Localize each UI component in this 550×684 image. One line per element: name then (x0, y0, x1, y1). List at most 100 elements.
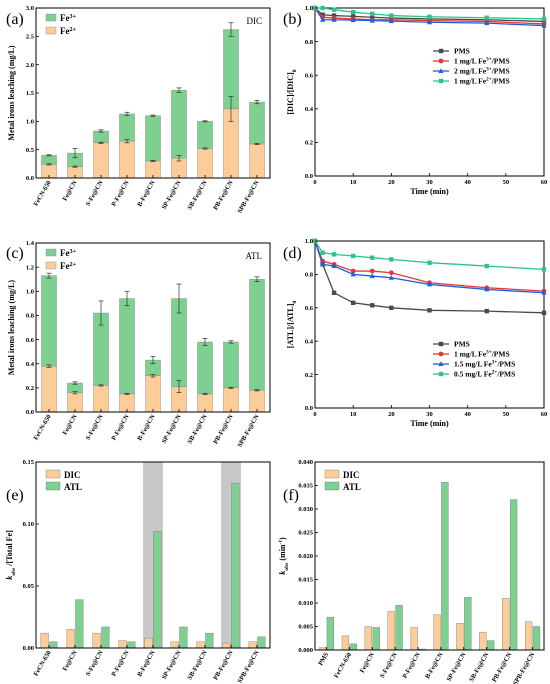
data-point (369, 273, 375, 279)
bar-dic (40, 632, 49, 649)
x-tick-label: 10 (350, 411, 357, 418)
bar-dic (341, 635, 350, 651)
panel-label: (a) (6, 11, 24, 28)
bar-fe3 (197, 121, 213, 149)
data-point (541, 289, 547, 295)
x-axis-label: Time (min) (410, 419, 449, 428)
data-point (541, 22, 547, 28)
data-point (541, 267, 547, 272)
data-point (331, 290, 337, 295)
x-tick-label: 0 (313, 411, 316, 418)
bar-fe3 (145, 115, 161, 162)
x-tick-label: B-Fe@CN (136, 413, 157, 442)
x-axis-label: Time (min) (410, 187, 449, 196)
panel-annotation: DIC (247, 16, 263, 26)
bar-fe3 (249, 279, 265, 391)
y-tick-label: 0.020 (298, 553, 313, 560)
series-line-3 (314, 240, 545, 271)
x-tick-label: S-Fe@CN (85, 179, 105, 207)
legend-label: 0.5 mg/L Fe2+/PMS (454, 370, 515, 379)
legend-label: PMS (454, 47, 470, 56)
bar-fe3 (249, 101, 265, 145)
bar-dic (92, 632, 101, 649)
data-point (331, 263, 337, 269)
plot-frame-e (35, 461, 271, 649)
x-tick-label: PB-Fe@CN (212, 413, 235, 445)
bar-dic (248, 641, 257, 649)
bar-dic (502, 598, 510, 651)
legend-marker (438, 351, 444, 357)
y-tick-label: 1.0 (26, 119, 34, 126)
bar-dic (170, 641, 179, 649)
bar-fe3 (197, 341, 213, 395)
y-tick-label: 0.2 (305, 140, 313, 147)
x-tick-label: P-Fe@CN (110, 179, 130, 207)
x-tick-label: Fe@CN (62, 179, 79, 202)
x-tick-label: Fe@CN (62, 413, 79, 436)
legend-label: 1 mg/L Fe3+/PMS (454, 57, 510, 66)
x-tick-label: PMS (317, 651, 330, 667)
legend-label-atl: ATL (64, 482, 82, 492)
data-point (320, 5, 325, 11)
legend-marker (438, 371, 444, 377)
bar-dic (144, 637, 153, 649)
bar-fe3 (93, 130, 109, 144)
bar-fe2 (223, 387, 239, 413)
bar-fe3 (119, 298, 135, 395)
data-point (389, 305, 394, 310)
panel-d: 0 10 20 30 40 50 60 0.0 0.2 0.4 0.6 0.8 1.0 Time (min… (283, 238, 547, 428)
data-point (331, 7, 337, 12)
x-tick-label: FeCN-650 (33, 180, 53, 208)
series-line-0 (314, 240, 545, 314)
plot-frame-b (314, 7, 545, 177)
x-tick-label: PB-Fe@CN (491, 651, 514, 683)
data-point (370, 11, 375, 17)
data-point (484, 286, 490, 292)
data-point (350, 17, 356, 23)
y-tick-label: 0.8 (305, 272, 314, 279)
panel-label: (b) (283, 11, 302, 28)
data-point (320, 250, 325, 255)
panel-label: (c) (6, 245, 24, 262)
y-tick-label: 0.4 (305, 338, 314, 345)
panel-annotation: ATL (246, 251, 263, 261)
y-tick-label: 0.0 (26, 409, 34, 416)
bar-fe2 (93, 142, 109, 179)
bar-atl (179, 626, 188, 649)
bar-fe3 (41, 155, 57, 165)
data-point (370, 15, 375, 20)
legend-swatch-atl (324, 481, 340, 491)
x-tick-label: Fe@CN (359, 651, 376, 674)
legend-label: 1.5 mg/L Fe3+/PMS (454, 360, 515, 369)
data-point (369, 268, 375, 274)
y-tick-label: 0.5 (26, 147, 35, 154)
y-axis-label: Metal irons leaching (mg/L) (7, 280, 16, 376)
y-tick-label: 0.4 (26, 361, 35, 368)
x-tick-label: SP-Fe@CN (161, 179, 183, 211)
bar-atl (326, 616, 335, 651)
data-point (320, 261, 326, 267)
bar-fe2 (249, 390, 265, 413)
data-point (350, 271, 356, 277)
x-tick-label: B-Fe@CN (136, 179, 157, 208)
y-tick-label: 0.2 (26, 385, 34, 392)
y-tick-label: 0.8 (26, 313, 35, 320)
bar-fe3 (119, 113, 135, 142)
x-tick-label: SPB-Fe@CN (236, 413, 260, 448)
x-tick-label: FeCN-650 (33, 650, 53, 678)
legend-label: 1 mg/L Fe3+/PMS (454, 350, 510, 359)
x-tick-label: Fe@CN (62, 649, 79, 672)
data-point (331, 252, 337, 257)
x-tick-label: FeCN-650 (333, 652, 353, 680)
x-tick-label: 30 (426, 411, 433, 418)
panel-e: FeCN-650 Fe@CN S-Fe@CN P-Fe@CN B-Fe@CN SP-Fe@… (5, 459, 271, 684)
x-tick-label: P-Fe@CN (110, 649, 130, 677)
x-tick-label: 50 (503, 411, 510, 418)
data-point (350, 10, 356, 15)
y-tick-label: 0.6 (305, 305, 314, 312)
x-tick-label: 40 (464, 411, 471, 418)
bar-dic (364, 626, 372, 651)
data-point (427, 308, 432, 313)
legend-marker (438, 78, 444, 84)
panel-b: 0 10 20 30 40 50 60 0.0 0.2 0.4 0.6 0.8 1.0 Time (min… (283, 5, 547, 196)
